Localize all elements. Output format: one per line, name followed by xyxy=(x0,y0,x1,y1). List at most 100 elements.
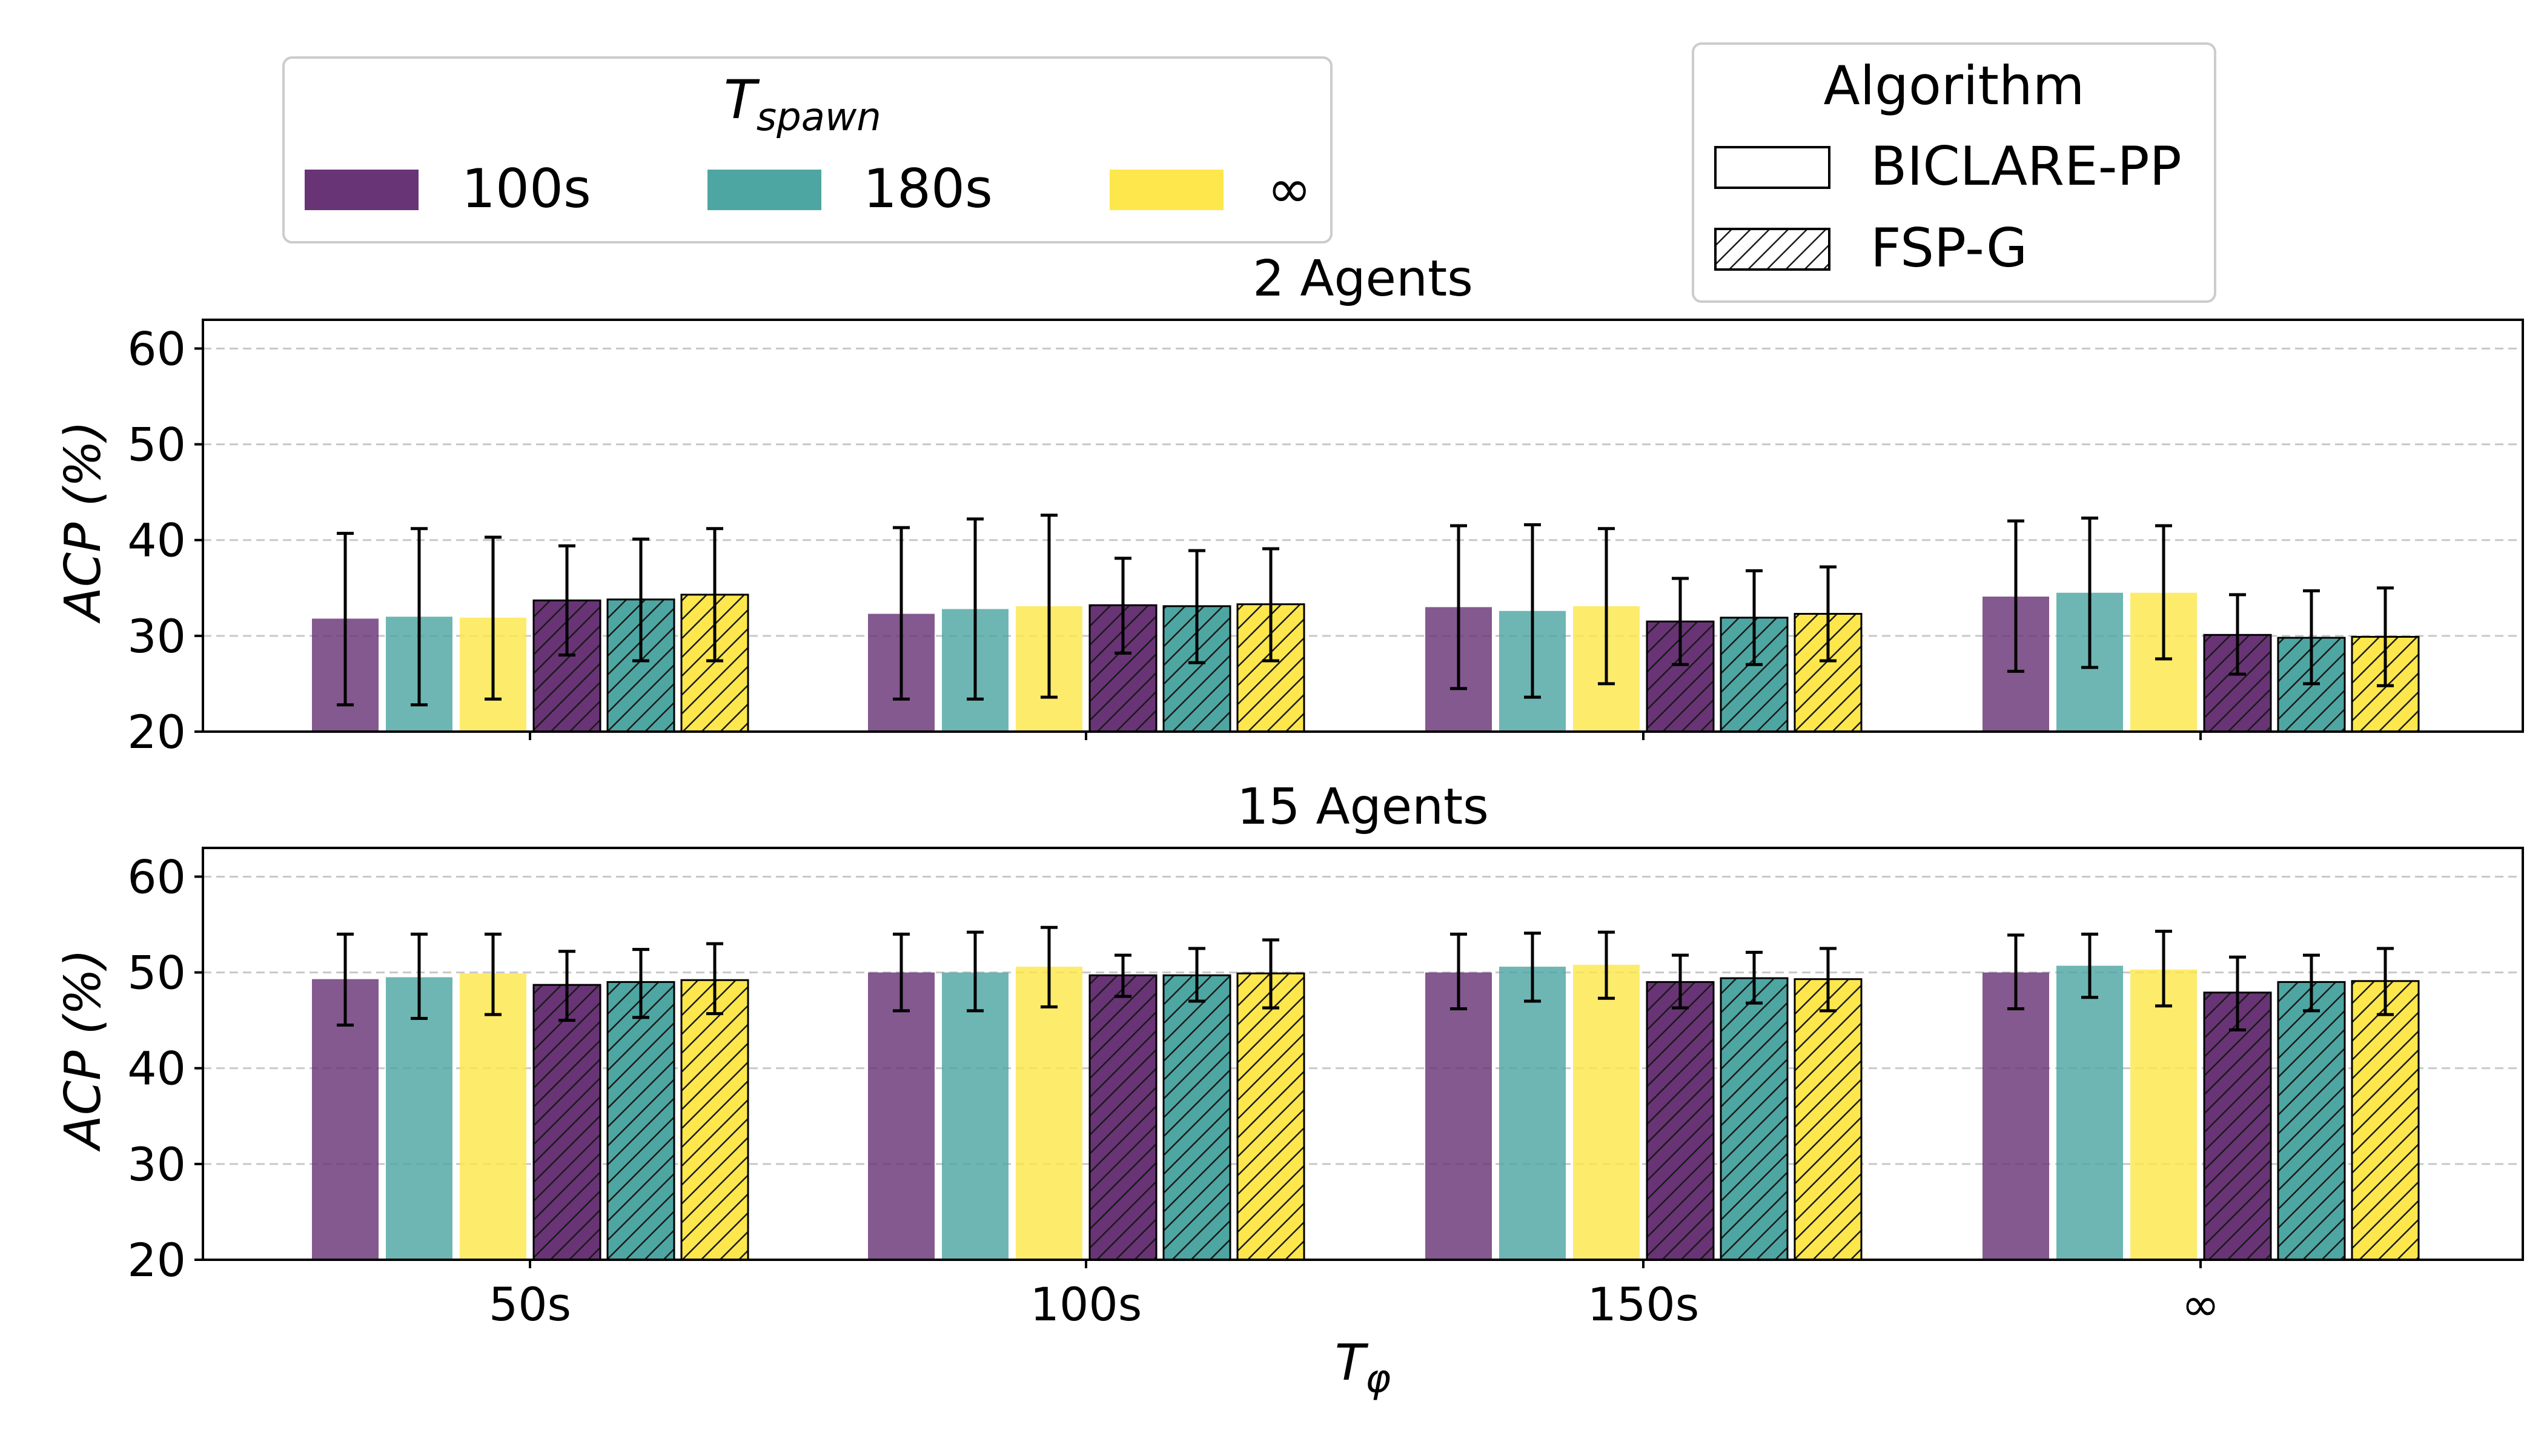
error-bar xyxy=(337,932,354,1027)
error-bar xyxy=(1672,577,1689,666)
panel-2-agents: 2 Agents ACP (%) 20 30 40 50 60 xyxy=(55,250,2524,759)
error-bars-bottom xyxy=(337,925,2394,1031)
error-bar xyxy=(632,537,649,663)
error-bar xyxy=(1041,925,1058,1009)
panel-15-agents: 15 Agents ACP (%) 20 30 40 50 60 50s 100s 150s… xyxy=(55,778,2524,1331)
legend-label-180s: 180s xyxy=(863,157,993,220)
bar xyxy=(2130,969,2197,1260)
error-bar xyxy=(706,942,723,1016)
error-bar xyxy=(1188,549,1205,664)
error-bar xyxy=(967,517,984,701)
error-bar xyxy=(1598,527,1615,686)
error-bar xyxy=(1450,932,1467,1011)
x-tick-label: 50s xyxy=(489,1277,571,1331)
bar xyxy=(868,972,935,1260)
error-bar xyxy=(2155,524,2172,661)
legend-algorithm-title: Algorithm xyxy=(1824,55,2085,117)
error-bar xyxy=(1598,930,1615,1000)
error-bar xyxy=(2229,955,2246,1031)
y-tick-label: 40 xyxy=(127,514,186,568)
error-bar xyxy=(632,948,649,1019)
error-bar xyxy=(1820,947,1837,1013)
y-tick-label: 20 xyxy=(127,705,186,759)
legend-swatch-180s xyxy=(707,170,821,210)
error-bar xyxy=(337,532,354,707)
bar-hatch xyxy=(1088,974,1158,1261)
y-axis-label-bottom: ACP (%) xyxy=(55,949,112,1153)
bar xyxy=(1499,967,1566,1260)
error-bar xyxy=(2303,953,2320,1013)
legend-algorithm: Algorithm BICLARE-PP FSP-G xyxy=(1692,42,2216,303)
bar xyxy=(460,973,526,1260)
legend-tspawn: Tspawn 100s 180s ∞ xyxy=(282,56,1333,243)
plot-frame-top xyxy=(202,319,2524,733)
y-tick-label: 20 xyxy=(127,1233,186,1287)
bar-hatch xyxy=(2351,980,2420,1261)
bar-hatch xyxy=(2277,981,2346,1261)
bars-bottom xyxy=(312,964,2420,1261)
error-bar xyxy=(2081,516,2098,669)
error-bar xyxy=(2155,930,2172,1008)
legend-swatch-fsp-g xyxy=(1714,228,1830,271)
legend-label-100s: 100s xyxy=(462,157,591,220)
error-bar xyxy=(1524,932,1541,1003)
error-bar xyxy=(1450,524,1467,690)
bar xyxy=(942,972,1009,1260)
error-bar xyxy=(2303,589,2320,686)
x-ticks-bottom: 50s 100s 150s ∞ xyxy=(489,1260,2220,1331)
y-tick-label: 30 xyxy=(127,1137,186,1191)
bar-hatch xyxy=(1794,978,1863,1261)
y-ticks-top: 20 30 40 50 60 xyxy=(127,322,203,759)
error-bar xyxy=(558,544,575,657)
bar-hatch xyxy=(1162,974,1231,1261)
bar-hatch xyxy=(606,981,675,1261)
y-tick-label: 50 xyxy=(127,946,186,1000)
error-bar xyxy=(1746,950,1763,1005)
bar-hatch xyxy=(2203,991,2272,1261)
x-ticks-top xyxy=(529,732,2202,740)
error-bar xyxy=(411,932,428,1020)
y-tick-label: 60 xyxy=(127,322,186,376)
error-bar xyxy=(1524,523,1541,699)
error-bar xyxy=(1672,953,1689,1010)
y-tick-label: 30 xyxy=(127,609,186,663)
y-axis-label-top: ACP (%) xyxy=(55,421,112,624)
legend-label-fsp-g: FSP-G xyxy=(1870,217,2027,279)
error-bars-top xyxy=(337,514,2394,707)
plot-frame-bottom xyxy=(202,847,2524,1261)
bar-hatch xyxy=(1236,972,1305,1261)
error-bar xyxy=(2377,947,2394,1016)
x-tick-label: ∞ xyxy=(2181,1277,2219,1331)
legend-swatch-100s xyxy=(305,170,419,210)
error-bar xyxy=(1115,953,1131,998)
error-bar xyxy=(485,932,502,1016)
bar-hatch xyxy=(680,979,749,1261)
x-tick-label: 150s xyxy=(1588,1277,1700,1331)
error-bar xyxy=(967,930,984,1013)
bar-hatch xyxy=(532,984,601,1261)
error-bar xyxy=(893,932,910,1013)
bar xyxy=(2056,965,2123,1260)
y-ticks-bottom: 20 30 40 50 60 xyxy=(127,850,203,1287)
legend-label-infinity: ∞ xyxy=(1267,157,1311,220)
error-bar xyxy=(1262,547,1279,663)
bar xyxy=(1425,972,1492,1260)
bar-hatch xyxy=(1720,977,1789,1261)
error-bar xyxy=(2007,933,2024,1011)
bar-hatch xyxy=(1646,981,1715,1261)
bar xyxy=(1573,964,1640,1260)
bar xyxy=(386,977,452,1260)
error-bar xyxy=(2229,593,2246,676)
panel-title-2-agents: 2 Agents xyxy=(1253,250,1473,308)
x-tick-label: 100s xyxy=(1030,1277,1142,1331)
bar xyxy=(1016,967,1082,1260)
error-bar xyxy=(1746,569,1763,666)
legend-tspawn-frame xyxy=(282,56,1333,243)
legend-label-biclare-pp: BICLARE-PP xyxy=(1870,135,2182,197)
x-axis-label: Tφ xyxy=(1335,1334,1391,1401)
bars-top xyxy=(312,592,2420,733)
y-tick-label: 40 xyxy=(127,1042,186,1096)
error-bar xyxy=(893,526,910,701)
error-bar xyxy=(2007,519,2024,673)
